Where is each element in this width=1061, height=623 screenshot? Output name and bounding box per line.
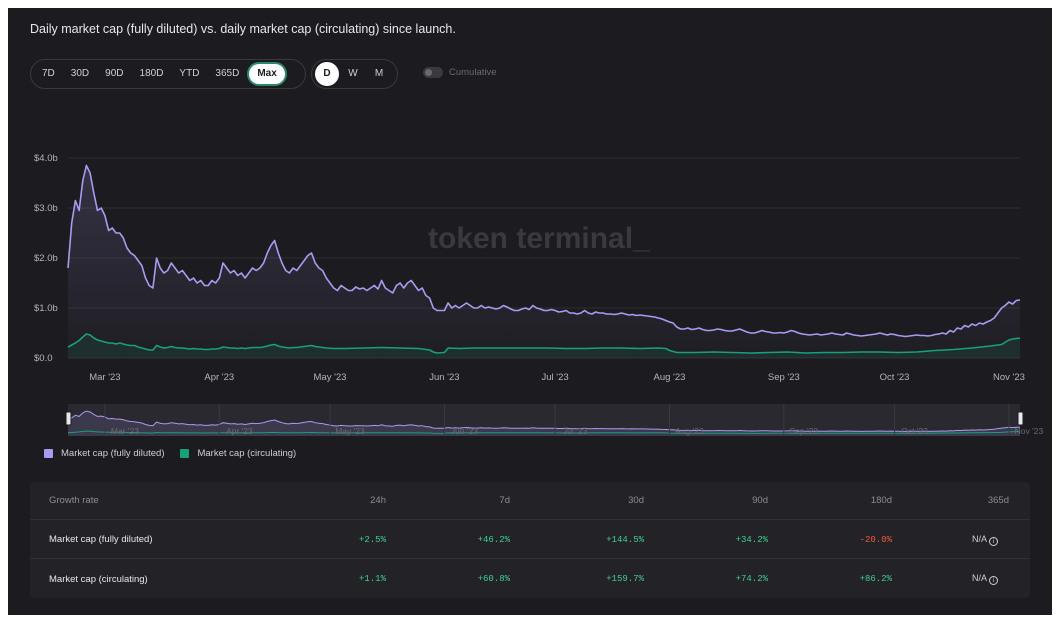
cumulative-label: Cumulative [449,67,497,78]
x-tick-label: Sep '23 [768,372,800,383]
chart-panel: Daily market cap (fully diluted) vs. dai… [8,8,1052,615]
navigator-tick-label: Oct '23 [901,426,928,436]
table-row: Market cap (circulating) +1.1% +60.8% +1… [30,560,1030,598]
granularity-day-button[interactable]: D [315,62,339,86]
value-365d-text: N/A [971,573,987,583]
x-tick-label: Apr '23 [204,372,234,383]
y-tick-label: $4.0b [34,153,58,164]
legend-swatch-circulating [180,449,190,458]
value-90d: +34.2% [735,534,768,545]
value-7d: +60.8% [477,574,510,584]
y-tick-label: $3.0b [34,203,58,214]
navigator-tick-label: Jul '23 [563,426,588,436]
toggle-knob [425,69,432,76]
range-90d-button[interactable]: 90D [105,68,124,79]
header-7d: 7d [499,495,510,506]
navigator-tick-label: Nov '23 [1015,426,1044,436]
y-tick-label: $0.0 [34,353,53,364]
chart-title: Daily market cap (fully diluted) vs. dai… [30,22,456,36]
range-7d-button[interactable]: 7D [42,68,55,79]
range-365d-button[interactable]: 365D [215,68,240,79]
x-tick-label: Aug '23 [653,372,685,383]
navigator-right-handle[interactable] [1017,411,1024,426]
value-30d: +144.5% [606,534,644,545]
watermark: token terminal_ [428,222,650,255]
legend-item-fully-diluted[interactable]: Market cap (fully diluted) [44,448,164,459]
value-365d: N/A i [918,534,998,546]
value-90d: +74.2% [735,574,768,584]
header-30d: 30d [628,495,644,506]
row-label: Market cap (circulating) [49,573,148,585]
header-24h: 24h [370,495,386,506]
value-7d: +46.2% [477,534,510,545]
value-24h: +2.5% [358,534,386,545]
x-tick-label: Jun '23 [429,372,459,383]
info-icon[interactable]: i [989,536,998,546]
growth-rate-table: Growth rate 24h 7d 30d 90d 180d 365d Mar… [30,482,1030,598]
series-area-circulating [68,334,1020,358]
row-label: Market cap (fully diluted) [49,534,153,545]
navigator-tick-label: Mar '23 [111,426,139,436]
range-30d-button[interactable]: 30D [70,68,90,79]
legend-item-circulating[interactable]: Market cap (circulating) [180,448,296,459]
cumulative-toggle[interactable] [423,67,443,78]
value-30d: +159.7% [606,574,644,584]
navigator-tick-label: May '23 [335,426,365,436]
granularity-month-button[interactable]: M [374,68,384,79]
legend: Market cap (fully diluted) Market cap (c… [44,448,296,459]
x-tick-label: Jul '23 [541,372,568,383]
granularity-week-button[interactable]: W [348,68,358,79]
range-selector: 7D 30D 90D 180D YTD 365D Max [30,59,306,89]
series-line-fully-diluted [67,164,1021,338]
range-180d-button[interactable]: 180D [139,68,164,79]
x-tick-label: Mar '23 [89,372,120,383]
navigator-area-fully-diluted [68,411,1020,436]
header-365d: 365d [987,495,1009,506]
navigator-tick-label: Sep '23 [790,426,819,436]
x-tick-label: May '23 [314,372,347,383]
header-90d: 90d [752,495,768,506]
market-cap-chart[interactable]: token terminal_ $0.0 $1.0b $2.0b $3.0b $4.0b… [8,8,1052,448]
value-365d: N/A i [918,573,998,585]
x-tick-label: Nov '23 [993,372,1025,383]
y-tick-label: $1.0b [34,303,58,314]
value-180d: -20.0% [859,534,892,545]
header-180d: 180d [870,495,892,506]
range-max-button[interactable]: Max [247,62,287,86]
legend-swatch-fully-diluted [44,449,53,458]
table-row: Market cap (fully diluted) +2.5% +46.2% … [30,521,1030,559]
info-icon[interactable]: i [989,576,998,585]
navigator-line-fully-diluted [67,410,1021,432]
legend-label-fully-diluted: Market cap (fully diluted) [61,448,165,459]
x-tick-label: Oct '23 [880,372,910,383]
legend-label-circulating: Market cap (circulating) [197,448,297,459]
table-header-row: Growth rate 24h 7d 30d 90d 180d 365d [30,482,1030,520]
range-navigator[interactable]: Mar '23 Apr '23 May '23 Jun '23 Jul '23 Aug '… [65,404,1044,436]
navigator-tick-label: Aug '23 [675,426,704,436]
value-365d-text: N/A [971,533,987,544]
navigator-left-handle[interactable] [65,411,72,426]
series-line-circulating [67,333,1021,354]
header-growth-rate: Growth rate [49,495,99,506]
value-24h: +1.1% [358,574,386,584]
navigator-tick-label: Apr '23 [226,426,253,436]
navigator-line-circulating [67,430,1021,434]
y-tick-label: $2.0b [34,253,58,264]
navigator-background [68,404,1020,436]
range-ytd-button[interactable]: YTD [179,68,200,79]
value-180d: +86.2% [859,574,892,584]
series-area-fully-diluted [68,165,1020,358]
granularity-selector: D W M [311,59,398,89]
navigator-tick-label: Jun '23 [451,426,478,436]
